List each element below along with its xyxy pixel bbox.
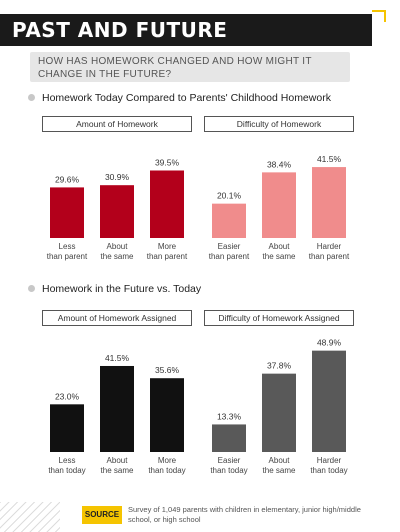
decorative-hatch [0, 502, 60, 532]
bar-more-than-today [150, 378, 184, 452]
bar-value-label: 38.4% [267, 159, 292, 169]
bullet-dot-icon [28, 94, 35, 101]
bar-more-than-parent [150, 170, 184, 238]
bar-value-label: 13.3% [217, 411, 242, 421]
bar-harder-than-parent [312, 167, 346, 238]
title-bar: PAST AND FUTURE [0, 14, 372, 46]
category-label: More than parent [147, 242, 188, 261]
question-box: HOW HAS HOMEWORK CHANGED AND HOW MIGHT I… [30, 52, 350, 82]
bar-value-label: 30.9% [105, 172, 130, 182]
source-text: Survey of 1,049 parents with children in… [128, 505, 361, 524]
bullet-dot-icon [28, 285, 35, 292]
bar-value-label: 35.6% [155, 365, 180, 375]
chart-amount-future: 23.0% Less than today 41.5% About the same 35.… [48, 353, 185, 475]
section-heading-text: Homework in the Future vs. Today [42, 283, 202, 295]
panel-label-amount: Amount of Homework [42, 116, 192, 132]
bar-about-the-same [100, 365, 134, 452]
category-label: About the same [263, 242, 296, 261]
category-label: Less than today [48, 456, 85, 475]
panel-label-difficulty-assigned: Difficulty of Homework Assigned [204, 310, 354, 326]
bar-value-label: 41.5% [317, 154, 342, 164]
bar-about-the-same [262, 172, 296, 238]
bar-less-than-today [50, 404, 84, 452]
bar-less-than-parent [50, 187, 84, 238]
bar-easier-than-today [212, 424, 246, 452]
corner-accent [372, 10, 386, 22]
section-heading-text: Homework Today Compared to Parents' Chil… [42, 92, 331, 104]
chart-difficulty-today: 20.1% Easier than parent 38.4% About the same… [209, 154, 350, 261]
source-badge: SOURCE [82, 506, 122, 524]
section-heading-today: Homework Today Compared to Parents' Chil… [28, 92, 331, 104]
category-label: About the same [263, 456, 296, 475]
chart-difficulty-future: 13.3% Easier than today 37.8% About the same 4… [210, 338, 347, 475]
category-label: Easier than today [210, 456, 247, 475]
panel-label-difficulty: Difficulty of Homework [204, 116, 354, 132]
bar-value-label: 29.6% [55, 174, 80, 184]
bar-about-the-same [262, 373, 296, 452]
bar-value-label: 23.0% [55, 391, 80, 401]
panel-label-amount-assigned: Amount of Homework Assigned [42, 310, 192, 326]
bar-easier-than-parent [212, 203, 246, 238]
category-label: About the same [101, 242, 134, 261]
bar-value-label: 37.8% [267, 361, 292, 371]
category-label: More than today [148, 456, 185, 475]
bar-value-label: 41.5% [105, 353, 130, 363]
bar-value-label: 39.5% [155, 157, 180, 167]
bar-about-the-same [100, 185, 134, 238]
category-label: About the same [101, 456, 134, 475]
category-label: Easier than parent [209, 242, 250, 261]
category-label: Less than parent [47, 242, 88, 261]
category-label: Harder than parent [309, 242, 350, 261]
question-text: HOW HAS HOMEWORK CHANGED AND HOW MIGHT I… [38, 56, 312, 80]
section-heading-future: Homework in the Future vs. Today [28, 283, 201, 295]
chart-amount-today: 29.6% Less than parent 30.9% About the same 39… [47, 157, 188, 261]
bar-harder-than-today [312, 350, 346, 452]
page-title: PAST AND FUTURE [12, 18, 228, 42]
bar-value-label: 48.9% [317, 338, 342, 348]
category-label: Harder than today [310, 456, 347, 475]
bar-value-label: 20.1% [217, 191, 242, 201]
